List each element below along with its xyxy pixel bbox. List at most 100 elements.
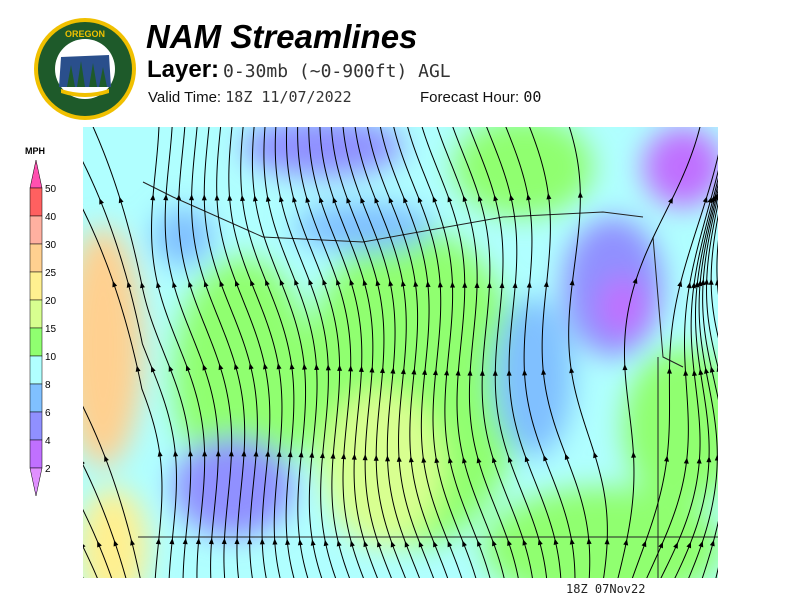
streamline-arrow (413, 280, 419, 287)
streamline (701, 194, 718, 578)
streamline (436, 127, 519, 578)
streamline-arrow (202, 450, 208, 457)
valid-time-label: Valid Time: (148, 89, 222, 106)
streamline-arrow (683, 457, 689, 464)
colorbar-tick-label: 20 (45, 296, 57, 307)
valid-time-value: 18Z 11/07/2022 (225, 88, 352, 106)
streamline-arrow (332, 196, 338, 204)
streamline-arrow (400, 368, 406, 375)
streamline-arrow (202, 364, 208, 371)
colorbar-tick-label: 2 (45, 464, 51, 475)
colorbar-tick-label: 40 (45, 212, 57, 223)
streamline-arrow (302, 363, 308, 370)
streamline-arrow (388, 196, 394, 204)
streamline-arrow (135, 365, 141, 372)
colorbar-tick-label: 10 (45, 352, 57, 363)
streamline-arrow (704, 278, 710, 285)
streamline-arrow (294, 279, 299, 286)
streamline-arrow (265, 195, 271, 202)
streamline-arrow (546, 193, 552, 200)
streamline-arrow (330, 452, 336, 459)
colorbar-segment (29, 383, 43, 413)
streamline (319, 127, 392, 578)
streamline-arrow (336, 278, 341, 286)
streamline-arrow (227, 194, 233, 201)
streamline-arrow (319, 452, 325, 459)
streamline-arrow (709, 366, 715, 373)
streamline-arrow (276, 450, 282, 457)
streamline-arrow (403, 196, 408, 204)
streamline-arrow (434, 456, 440, 464)
streamline-arrow (263, 363, 268, 370)
streamline-arrow (310, 539, 316, 546)
valid-time: Valid Time: 18Z 11/07/2022 (148, 88, 352, 106)
colorbar-tick-label: 30 (45, 240, 57, 251)
streamline-arrow (708, 278, 714, 285)
streamline-arrow (492, 539, 497, 547)
colorbar-tick-label: 50 (45, 184, 57, 195)
streamline-arrow (493, 194, 499, 202)
streamline-arrow (348, 365, 354, 372)
streamline-arrow (437, 281, 443, 288)
streamline-map[interactable] (83, 127, 718, 578)
streamline-arrow (346, 196, 352, 204)
streamline-arrow (433, 540, 438, 548)
streamline-arrow (524, 455, 530, 463)
streamline-arrow (586, 538, 592, 545)
streamline-arrow (522, 539, 528, 546)
streamline-arrow (314, 363, 320, 371)
streamline-arrow (221, 538, 227, 545)
streamline-arrow (388, 279, 394, 287)
streamline (486, 127, 562, 578)
layer-label: Layer: (147, 56, 220, 83)
streamline-arrow (362, 454, 368, 461)
streamline-arrow (104, 455, 109, 462)
streamlines (83, 127, 718, 578)
streamline (617, 127, 701, 578)
streamline-arrow (126, 281, 132, 288)
streamline-arrow (698, 540, 704, 548)
streamline-arrow (360, 196, 366, 204)
streamline-arrow (686, 541, 692, 549)
streamline-arrow (396, 455, 402, 462)
streamline (83, 160, 177, 578)
colorbar-top-arrow (29, 159, 43, 189)
streamline-arrow (491, 456, 497, 464)
streamline (393, 127, 477, 578)
streamline-arrow (474, 281, 480, 288)
streamline (646, 169, 718, 578)
streamline-arrow (272, 538, 278, 545)
streamline-arrow (714, 454, 718, 461)
streamline-arrow (265, 279, 270, 286)
streamline-arrow (169, 538, 175, 545)
streamline-arrow (476, 456, 482, 464)
streamline-arrow (309, 451, 315, 458)
streamline-arrow (363, 540, 369, 548)
colorbar-segment (29, 299, 43, 329)
streamline-arrow (683, 369, 689, 376)
streamline-arrow (666, 367, 672, 374)
streamline-arrow (569, 366, 575, 374)
streamline-arrow (623, 539, 629, 546)
streamline (92, 127, 192, 578)
colorbar-tick-label: 4 (45, 436, 51, 447)
streamline-arrow (215, 450, 221, 457)
streamline-arrow (318, 196, 324, 204)
wind-speed-colorbar: MPH 50 40 30 25 20 15 10 8 6 4 2 (25, 146, 57, 497)
streamline-arrow (172, 281, 177, 288)
streamline-arrow (694, 281, 700, 288)
streamline-arrow (195, 538, 201, 545)
streamline-arrow (462, 195, 468, 203)
streamline-arrow (287, 451, 293, 458)
streamline-arrow (99, 198, 104, 205)
streamline (367, 127, 449, 578)
streamline-arrow (604, 538, 610, 545)
streamline-arrow (188, 281, 193, 288)
streamline-arrow (259, 538, 265, 545)
streamline-arrow (507, 539, 512, 547)
streamline-arrow (522, 369, 528, 376)
streamline-arrow (374, 196, 380, 204)
streamline-arrow (234, 280, 240, 287)
streamline-arrow (664, 455, 670, 462)
timestamp-footer: 18Z 07Nov22 (566, 582, 646, 596)
